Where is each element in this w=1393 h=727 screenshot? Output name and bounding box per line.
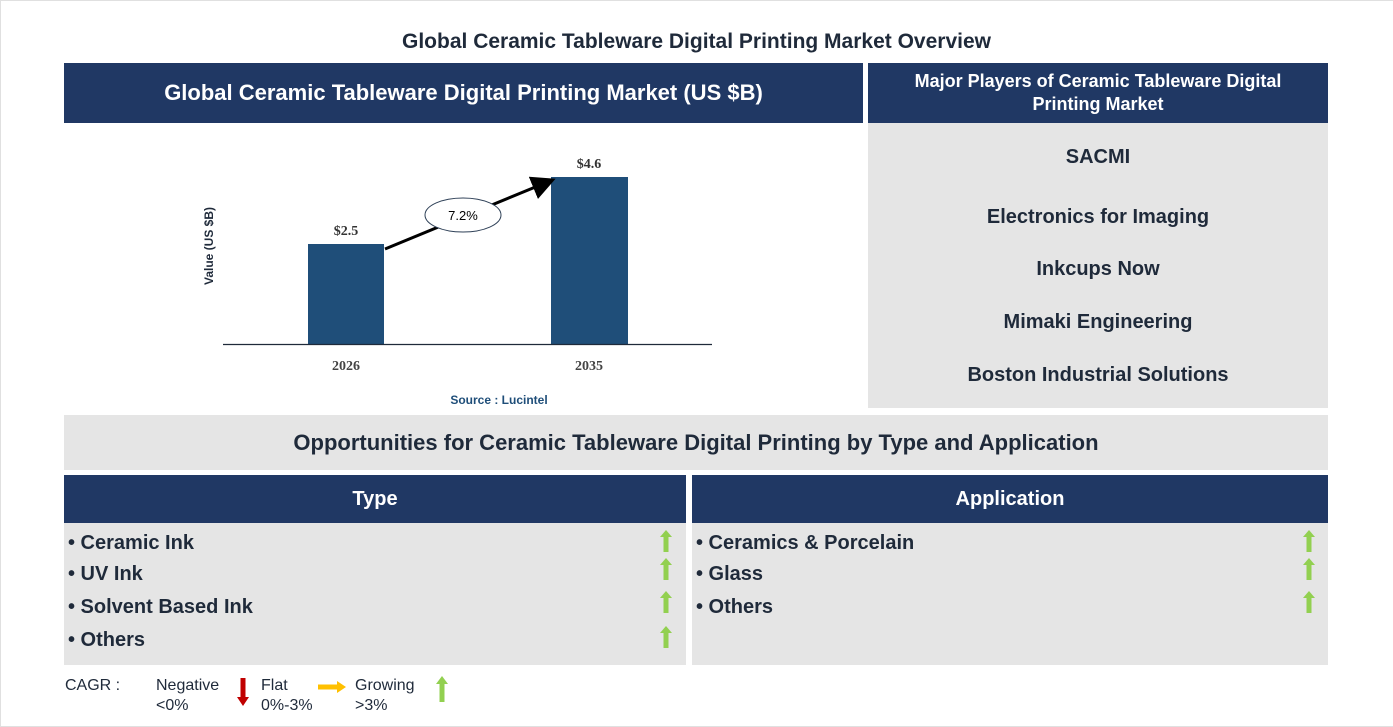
application-list: • Ceramics & Porcelain • Glass • Others bbox=[692, 523, 1328, 665]
type-item-others: • Others bbox=[68, 629, 146, 651]
player-item: Inkcups Now bbox=[1036, 258, 1160, 280]
type-item-solvent-based-ink: • Solvent Based Ink bbox=[68, 596, 253, 618]
bar-2026 bbox=[308, 244, 384, 344]
type-list: • Ceramic Ink • UV Ink • Solvent Based I… bbox=[64, 523, 686, 665]
legend-negative-label: Negative <0% bbox=[156, 676, 219, 716]
up-arrow-icon bbox=[1303, 591, 1315, 613]
application-item-ceramics-porcelain: • Ceramics & Porcelain bbox=[696, 532, 915, 554]
type-item-uv-ink: • UV Ink bbox=[68, 563, 143, 585]
player-item: Boston Industrial Solutions bbox=[967, 364, 1229, 386]
legend-flat-label: Flat 0%-3% bbox=[261, 676, 313, 716]
player-item: Electronics for Imaging bbox=[986, 206, 1210, 228]
down-arrow-icon bbox=[237, 678, 249, 706]
market-chart-header: Global Ceramic Tableware Digital Printin… bbox=[64, 63, 863, 123]
application-item-others: • Others bbox=[696, 596, 774, 618]
application-column-header: Application bbox=[692, 475, 1328, 523]
major-players-list: SACMI Electronics for Imaging Inkcups No… bbox=[868, 123, 1328, 408]
type-column-header: Type bbox=[64, 475, 686, 523]
bar-2035 bbox=[551, 177, 628, 344]
legend-flat-line1: Flat bbox=[261, 677, 288, 694]
up-arrow-icon bbox=[660, 591, 672, 613]
up-arrow-icon bbox=[1303, 558, 1315, 580]
chart-source: Source : Lucintel bbox=[450, 393, 547, 407]
legend-growing-line1: Growing bbox=[355, 677, 415, 694]
up-arrow-icon bbox=[660, 530, 672, 552]
cagr-label: 7.2% bbox=[448, 208, 478, 223]
up-arrow-icon bbox=[660, 558, 672, 580]
x-tick-2035: 2035 bbox=[575, 359, 603, 374]
application-item-glass: • Glass bbox=[696, 563, 764, 585]
legend-negative-line1: Negative bbox=[156, 677, 220, 694]
up-arrow-icon bbox=[1303, 530, 1315, 552]
x-tick-2026: 2026 bbox=[332, 359, 360, 374]
type-item-ceramic-ink: • Ceramic Ink bbox=[68, 532, 194, 554]
page-title: Global Ceramic Tableware Digital Printin… bbox=[402, 30, 991, 53]
up-arrow-icon bbox=[660, 626, 672, 648]
major-players-title: Major Players of Ceramic Tableware Digit… bbox=[914, 71, 1282, 114]
bar-value-label-2035: $4.6 bbox=[577, 157, 602, 172]
opportunities-banner: Opportunities for Ceramic Tableware Digi… bbox=[64, 415, 1328, 470]
cagr-bubble bbox=[424, 197, 502, 233]
player-item: Mimaki Engineering bbox=[1003, 311, 1193, 333]
player-item: SACMI bbox=[1065, 146, 1131, 168]
legend-growing-label: Growing >3% bbox=[355, 676, 415, 716]
market-bar-chart: Value (US $B) $2.5 $4.6 2026 2035 7.2% S… bbox=[64, 123, 863, 413]
right-arrow-icon bbox=[318, 681, 346, 693]
legend-growing-line2: >3% bbox=[355, 697, 388, 714]
bar-value-label-2026: $2.5 bbox=[334, 224, 359, 239]
major-players-header: Major Players of Ceramic Tableware Digit… bbox=[868, 63, 1328, 123]
up-arrow-icon bbox=[436, 676, 448, 702]
cagr-legend: CAGR : Negative <0% Flat 0%-3% Growing >… bbox=[0, 674, 500, 719]
legend-flat-line2: 0%-3% bbox=[261, 697, 313, 714]
cagr-legend-label: CAGR : bbox=[65, 677, 121, 694]
legend-negative-line2: <0% bbox=[156, 697, 189, 714]
y-axis-label: Value (US $B) bbox=[202, 207, 216, 285]
